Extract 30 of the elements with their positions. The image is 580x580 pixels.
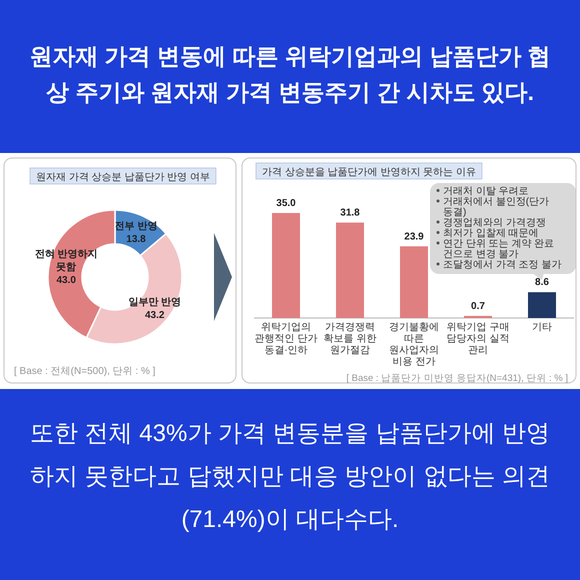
text: 또한 전체 43%가 가격 변동분을 납품단가에 반영하지 못한다고 답했지만 대응 방안이 없다는 의견(71.4%)이 대다수다. bbox=[28, 419, 552, 535]
bar bbox=[528, 292, 556, 318]
x-tick-label: 위탁기업의 관행적인 단가 동결·인하 bbox=[254, 322, 318, 356]
text: 원자재 가격 변동에 따른 위탁기업과의 납품단가 협상 주기와 원자재 가격 변동주기 간 시차도 있다. bbox=[28, 42, 552, 107]
data-label: 0.7 bbox=[471, 300, 486, 312]
annotation: 거래처에서 불인정(단가 동결) bbox=[443, 196, 550, 218]
chart-title: 원자재 가격 상승분 납품단가 반영 여부 bbox=[36, 172, 210, 183]
bar bbox=[336, 222, 364, 318]
bar bbox=[400, 246, 428, 318]
data-label: 35.0 bbox=[276, 198, 296, 209]
data-label: 43.0 bbox=[56, 275, 76, 286]
data-label: 8.6 bbox=[535, 277, 550, 288]
bar bbox=[272, 213, 300, 318]
x-tick-label: 경기불황에 따른 원사업자의 비용 전가 bbox=[389, 322, 439, 368]
annotation: 최저가 입찰제 때문에 bbox=[443, 228, 539, 239]
slice-label: 일부만 반영 bbox=[128, 296, 182, 308]
x-tick-label: 기타 bbox=[532, 322, 552, 333]
data-label: 23.9 bbox=[404, 231, 424, 242]
annotation: 연간 단위 또는 계약 완료 건으로 변경 불가 bbox=[443, 238, 554, 260]
annotation: 조달청에서 가격 조정 불가 bbox=[443, 260, 562, 270]
annotation: 경쟁업체와의 가격경쟁 bbox=[443, 218, 546, 228]
data-label: 13.8 bbox=[126, 234, 146, 246]
chart-title: 가격 상승분을 납품단가에 반영하지 못하는 이유 bbox=[262, 167, 476, 178]
text: [ Base : 납품단가 미반영 응답자(N=431), 단위 : % ] bbox=[346, 373, 568, 384]
x-tick-label: 위탁기업 구매 담당자의 실적 관리 bbox=[446, 322, 510, 356]
text: 거래처 이탈 우려로 bbox=[443, 186, 529, 197]
data-label: 43.2 bbox=[144, 310, 165, 321]
data-label: 31.8 bbox=[340, 208, 360, 219]
x-tick-label: 가격경쟁력 확보를 위한 원가절감 bbox=[324, 322, 376, 356]
text: [ Base : 전체(N=500), 단위 : % ] bbox=[14, 366, 156, 377]
